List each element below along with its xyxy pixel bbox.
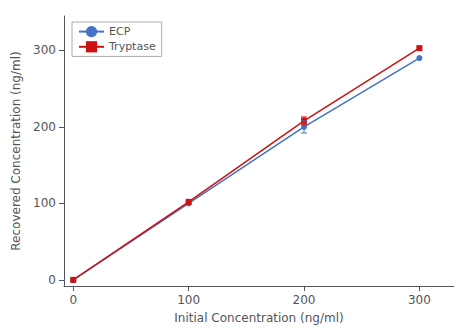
svg-text:0: 0 (69, 293, 77, 307)
svg-text:300: 300 (408, 293, 431, 307)
svg-text:100: 100 (33, 196, 56, 210)
svg-text:Recovered Concentration (ng/ml: Recovered Concentration (ng/ml) (9, 51, 23, 250)
svg-text:200: 200 (33, 120, 56, 134)
svg-text:300: 300 (33, 43, 56, 57)
svg-text:0: 0 (48, 273, 56, 287)
svg-text:Tryptase: Tryptase (108, 40, 156, 53)
svg-text:200: 200 (293, 293, 316, 307)
svg-text:ECP: ECP (109, 25, 131, 38)
svg-text:Initial Concentration (ng/ml): Initial Concentration (ng/ml) (174, 311, 343, 325)
svg-text:100: 100 (177, 293, 200, 307)
